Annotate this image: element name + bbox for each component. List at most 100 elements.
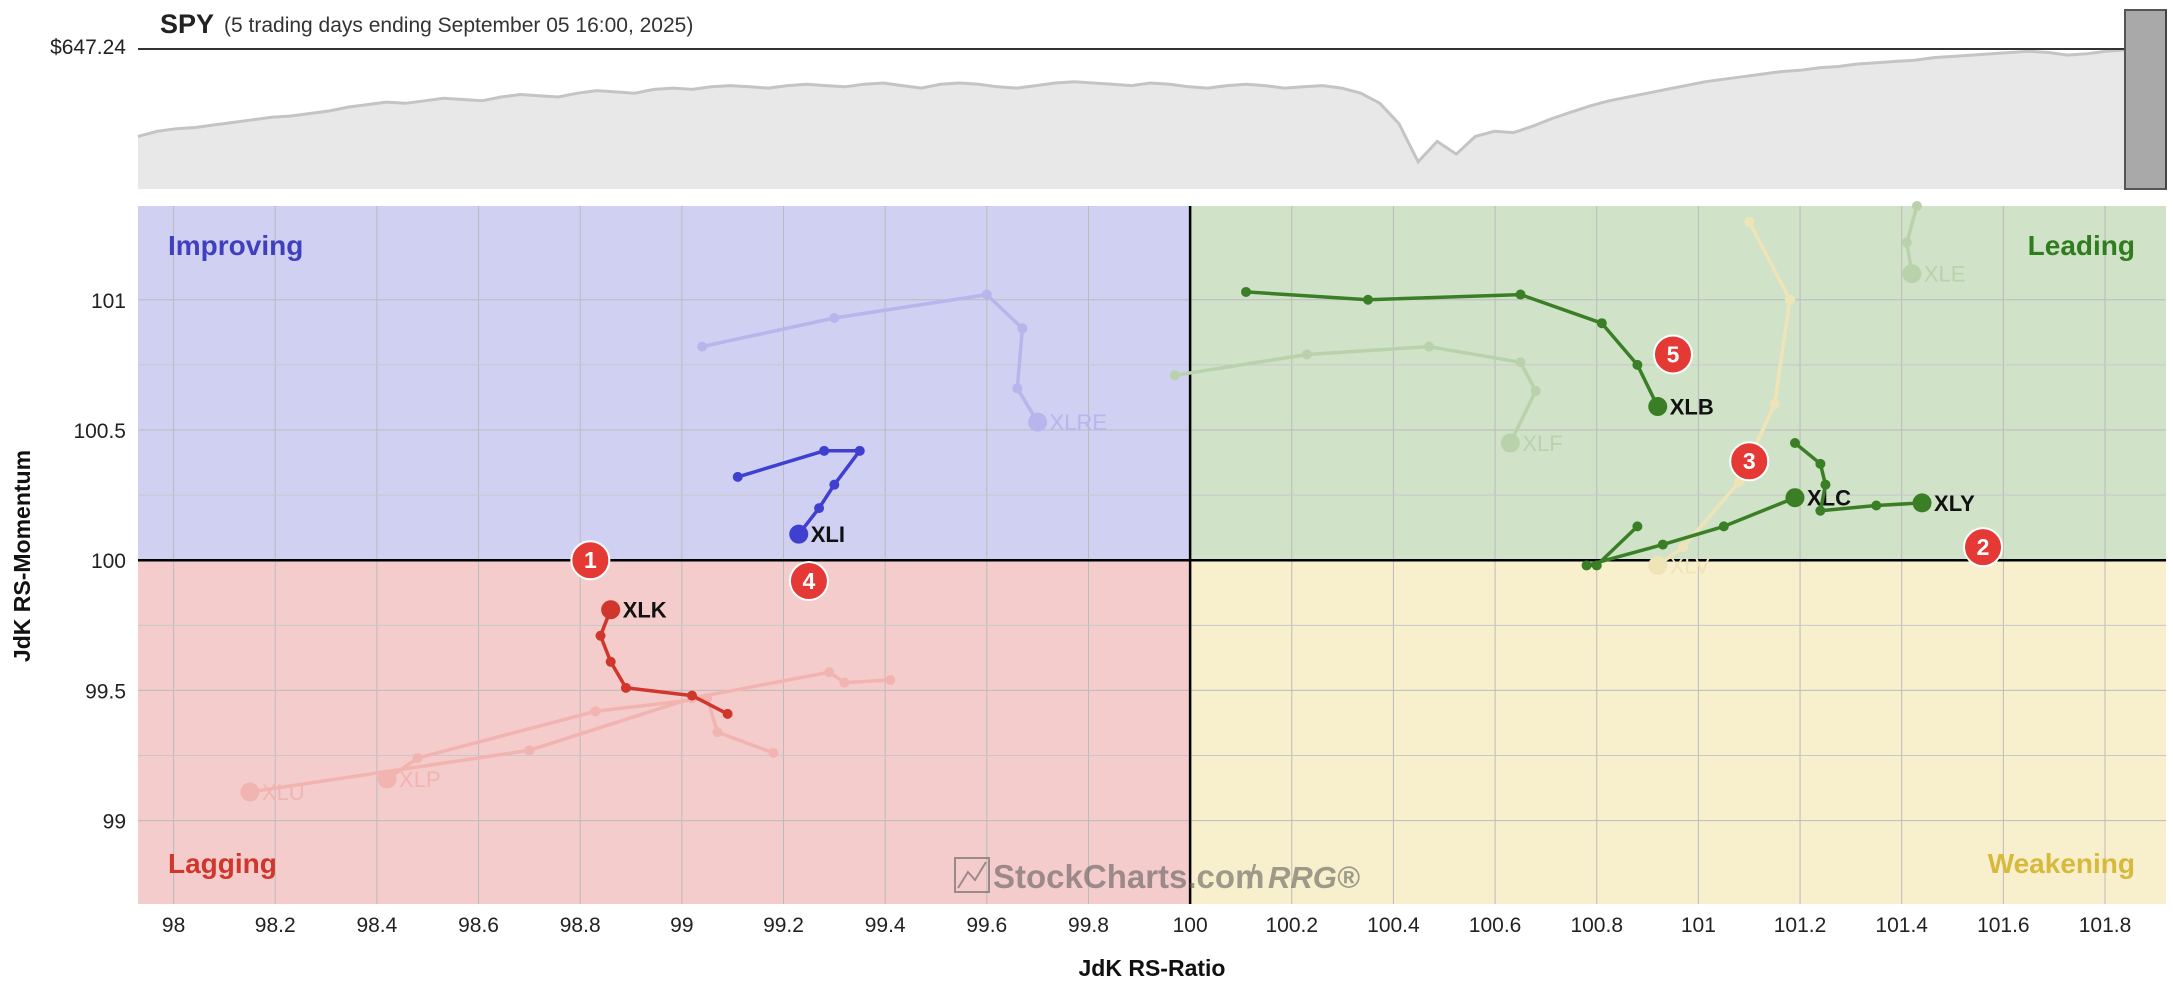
rrg-scatter-panel: Improving Leading Lagging Weakening Stoc… — [9, 201, 2166, 981]
tail-xlp[interactable]: XLP — [377, 693, 779, 792]
x-tick-label: 100.2 — [1265, 914, 1318, 937]
x-tick-label: 99.6 — [966, 914, 1007, 937]
series-label-xlp: XLP — [399, 767, 441, 792]
x-tick-label: 99.8 — [1068, 914, 1109, 937]
tail-point — [1169, 370, 1180, 381]
tail-point — [1302, 349, 1313, 360]
head-point-xly — [1912, 493, 1932, 513]
tail-point — [722, 708, 733, 719]
tail-point — [1784, 294, 1795, 305]
tail-line-xlu — [248, 670, 892, 794]
head-point-xlv — [1648, 555, 1668, 575]
tail-xlb[interactable]: XLB — [1241, 286, 1714, 420]
tail-point — [687, 690, 698, 701]
tail-point — [1744, 216, 1755, 227]
x-tick-label: 101.6 — [1977, 914, 2030, 937]
quadrant-label-improving: Improving — [168, 230, 303, 261]
head-point-xlp — [377, 769, 397, 789]
tail-xli[interactable]: XLI — [732, 445, 865, 547]
quadrant-lagging — [138, 560, 1191, 904]
x-tick-label: 98.6 — [458, 914, 499, 937]
y-tick-label: 99.5 — [85, 680, 126, 703]
x-tick-label: 100.6 — [1469, 914, 1522, 937]
price-label: $647.24 — [50, 36, 126, 59]
tail-xlu[interactable]: XLU — [240, 667, 896, 805]
tail-point — [712, 727, 723, 738]
spy-area-fill — [138, 50, 2125, 189]
annotation-number: 1 — [584, 547, 597, 573]
x-tick-label: 101.4 — [1875, 914, 1928, 937]
tail-xlf[interactable]: XLF — [1169, 341, 1563, 456]
annotation-number: 4 — [803, 568, 816, 594]
tail-point — [1530, 385, 1541, 396]
logo-chart-glyph — [957, 861, 987, 889]
annotation-circle — [570, 540, 611, 581]
x-tick-label: 100 — [1173, 914, 1208, 937]
annotation-circle — [788, 561, 829, 602]
tail-line-xlc — [1584, 495, 1797, 568]
tail-point — [1632, 521, 1643, 532]
tail-point — [1012, 383, 1023, 394]
x-tick-label: 98.8 — [560, 914, 601, 937]
tail-point — [981, 289, 992, 300]
annotation-circle — [1652, 334, 1693, 375]
y-tick-label: 100.5 — [73, 420, 126, 443]
tail-point — [1678, 542, 1689, 553]
tail-xle[interactable]: XLE — [1901, 201, 1966, 287]
annotation-number: 5 — [1667, 341, 1680, 367]
window-slider-handle[interactable] — [2124, 9, 2167, 190]
annotation-marker: 5 — [1652, 334, 1693, 375]
tail-line-xly — [1793, 441, 1924, 513]
y-tick-label: 99 — [103, 811, 126, 834]
series-label-xlv: XLV — [1670, 553, 1710, 578]
x-tick-label: 98.2 — [255, 914, 296, 937]
x-tick-label: 98.4 — [356, 914, 397, 937]
series-label-xly: XLY — [1934, 491, 1975, 516]
x-tick-label: 99 — [670, 914, 693, 937]
tail-point — [1901, 237, 1912, 248]
tail-point — [1363, 294, 1374, 305]
tail-xlk[interactable]: XLK — [595, 598, 733, 719]
annotation-number: 2 — [1977, 534, 1990, 560]
tail-point — [1591, 560, 1602, 571]
series-label-xle: XLE — [1924, 262, 1966, 287]
tail-point — [885, 675, 896, 686]
tail-line-xlf — [1173, 344, 1538, 445]
x-tick-labels: 98 98.2 98.4 98.6 98.8 99 99.2 99.4 99.6 99.8 100 1… — [162, 914, 2131, 937]
quadrant-label-weakening: Weakening — [1988, 848, 2135, 879]
tail-line-xlre — [700, 292, 1040, 424]
head-point-xlk — [601, 600, 621, 620]
tail-point — [1820, 479, 1831, 490]
numbered-annotations: 1 2 3 4 5 — [570, 334, 2004, 602]
x-tick-label: 99.2 — [763, 914, 804, 937]
tail-point — [768, 747, 779, 758]
tail-point — [1815, 505, 1826, 516]
series-label-xlf: XLF — [1522, 431, 1562, 456]
tail-line-xlb — [1244, 290, 1660, 409]
tail-point — [1581, 560, 1592, 571]
watermark-brand: StockCharts.com — [993, 858, 1264, 895]
tail-point — [524, 745, 535, 756]
y-tick-labels: 99 99.5 100 100.5 101 — [73, 290, 126, 834]
head-point-xli — [789, 524, 809, 544]
tail-point — [1871, 500, 1882, 511]
tail-xly[interactable]: XLY — [1789, 438, 1975, 516]
tail-line-xli — [736, 449, 862, 536]
tail-point — [595, 630, 606, 641]
head-point-xlb — [1648, 397, 1668, 417]
tail-point — [854, 445, 865, 456]
annotation-marker: 1 — [570, 540, 611, 581]
tail-xlre[interactable]: XLRE — [697, 289, 1107, 436]
quadrant-improving — [138, 206, 1191, 561]
quadrant-label-leading: Leading — [2028, 230, 2135, 261]
spy-price-panel: SPY (5 trading days ending September 05 … — [50, 9, 2167, 190]
stockcharts-logo-icon — [954, 857, 990, 893]
tail-point — [1789, 438, 1800, 449]
head-point-xlre — [1028, 412, 1048, 432]
tail-xlc[interactable]: XLC — [1581, 486, 1852, 571]
x-tick-label: 101.2 — [1774, 914, 1827, 937]
annotation-marker: 3 — [1729, 441, 1770, 482]
tail-point — [1596, 318, 1607, 329]
tail-point — [1769, 398, 1780, 409]
watermark: StockCharts.com / RRG® — [954, 857, 1360, 895]
